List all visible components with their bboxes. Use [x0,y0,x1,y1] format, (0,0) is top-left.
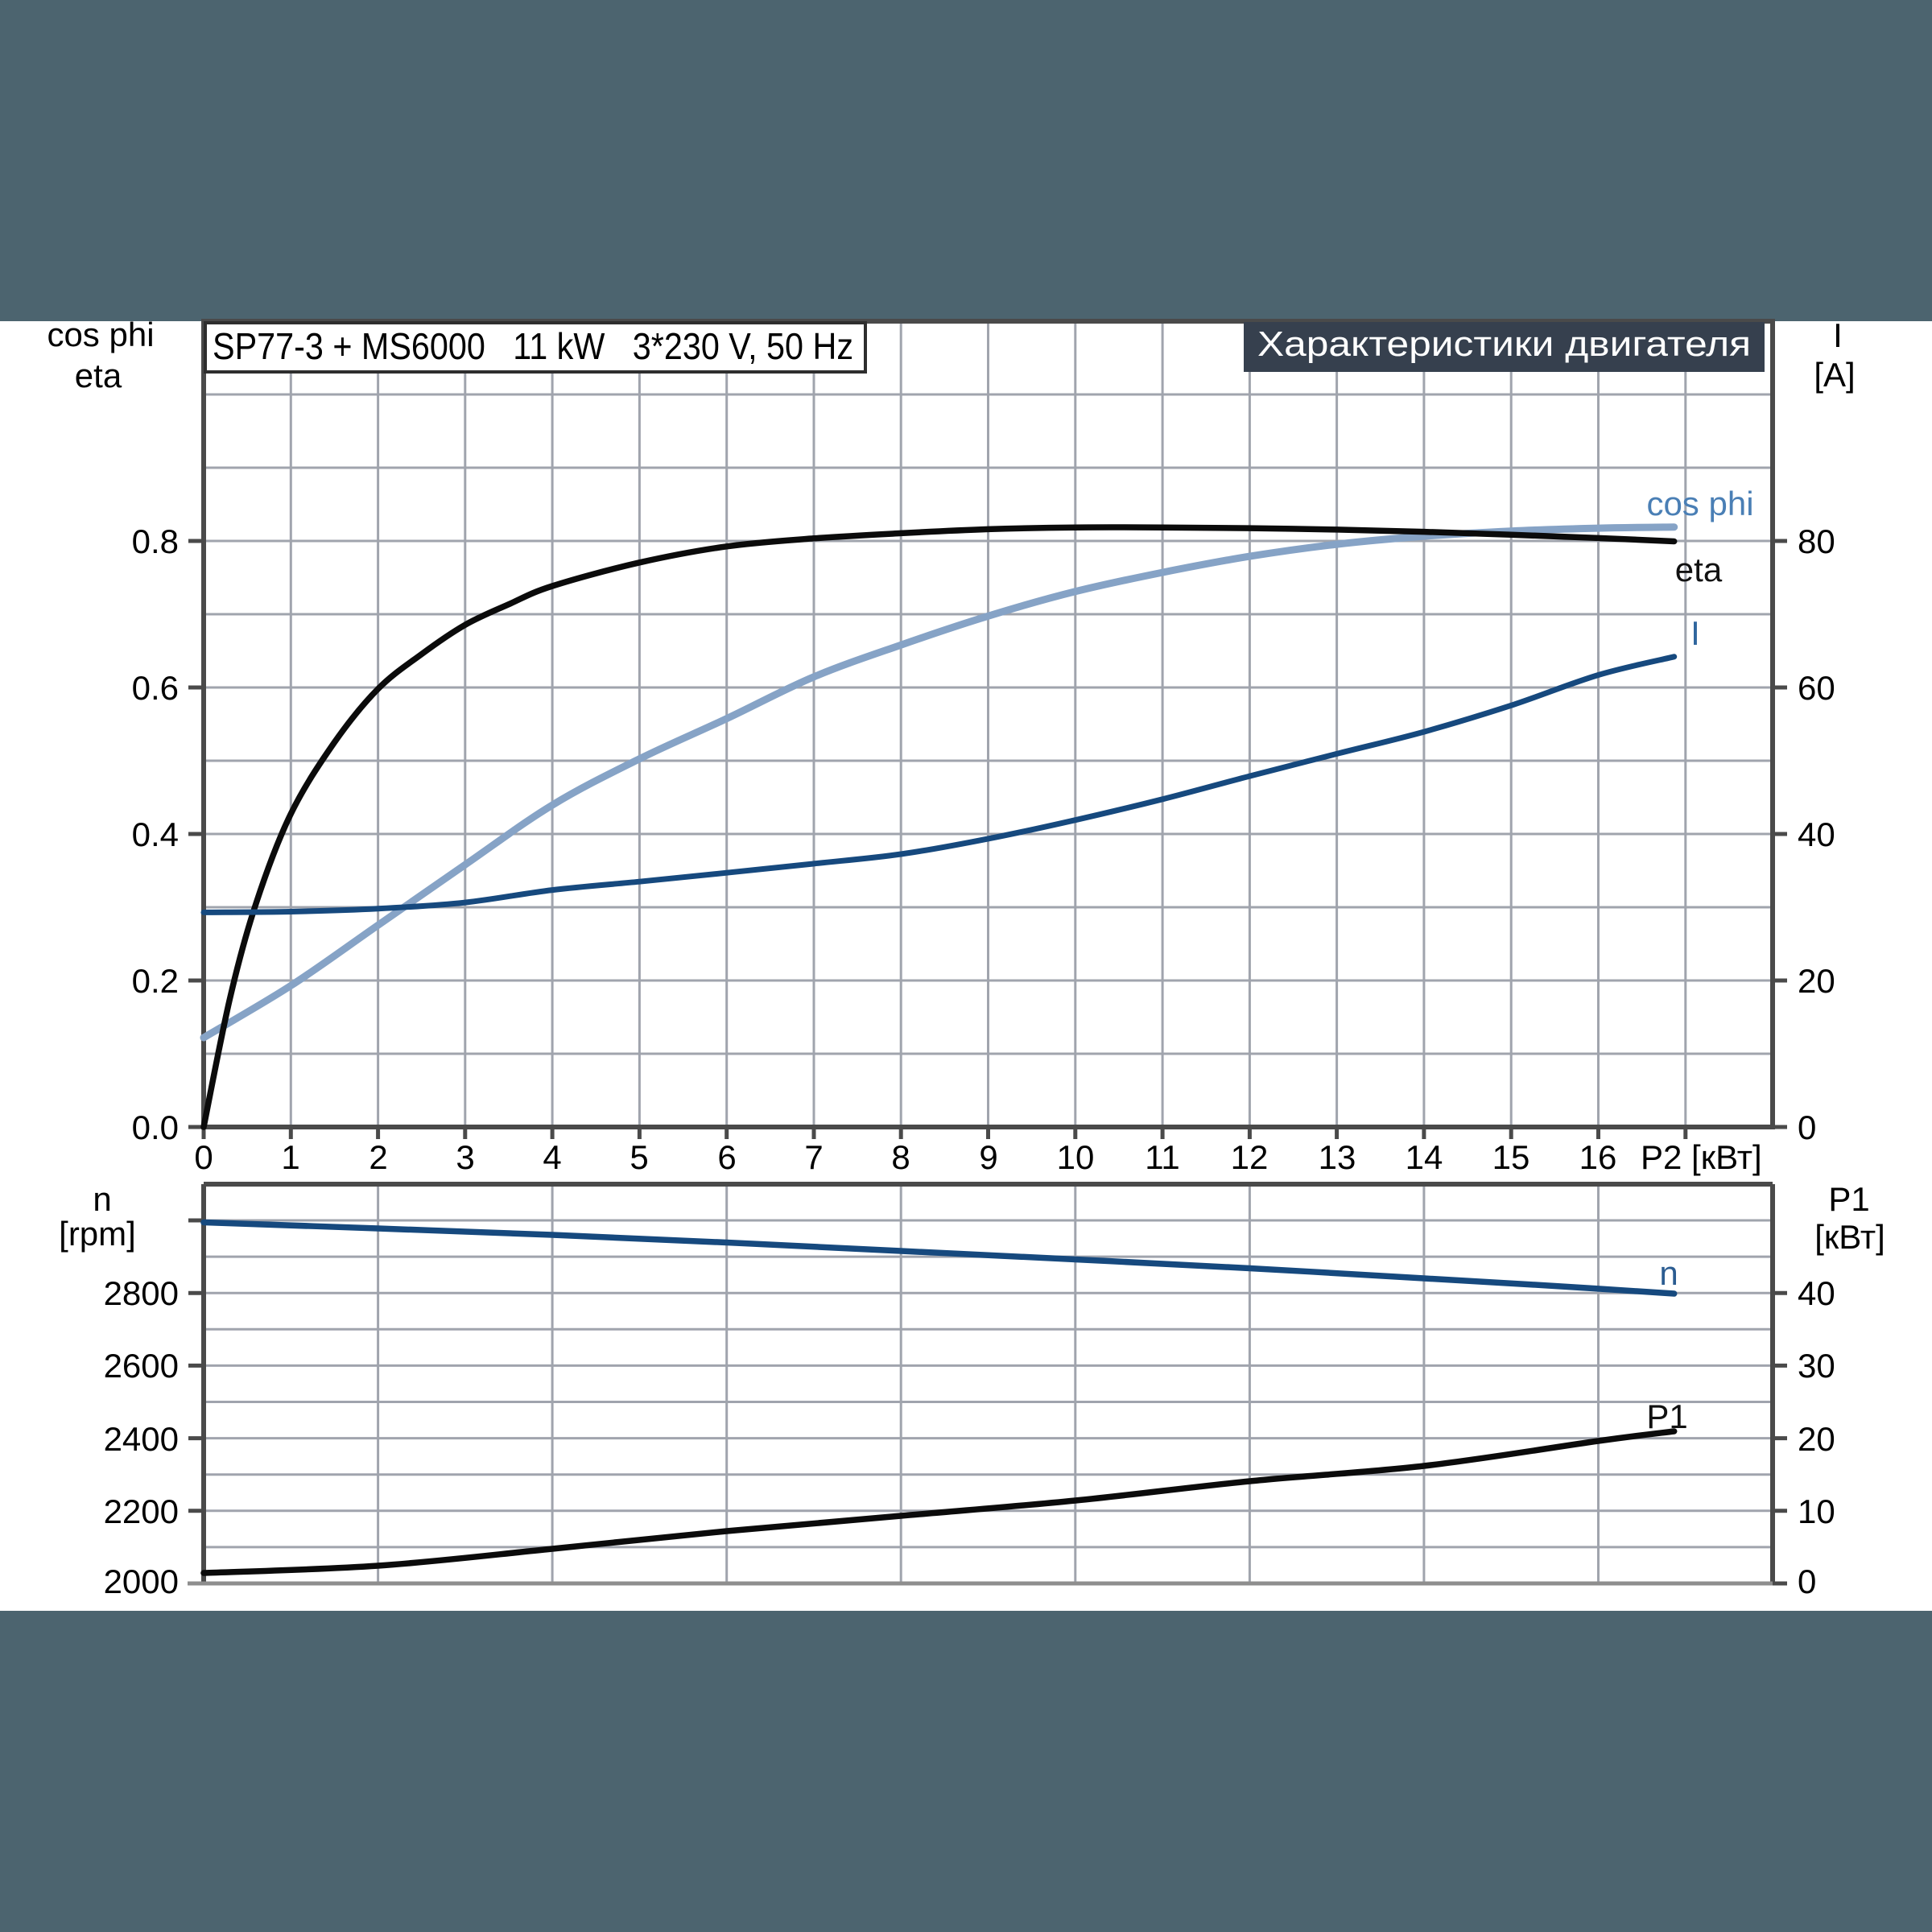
svg-text:10: 10 [1057,1138,1095,1176]
svg-text:0.4: 0.4 [132,815,179,853]
svg-text:0: 0 [1798,1563,1816,1600]
svg-text:80: 80 [1798,522,1835,560]
svg-text:cos phi: cos phi [47,316,154,353]
svg-text:SP77-3 + MS6000 11 kW 3*23: SP77-3 + MS6000 11 kW 3*230 V, 50 Hz [213,325,853,367]
svg-text:60: 60 [1798,669,1835,707]
svg-text:0.2: 0.2 [132,962,179,1000]
svg-text:13: 13 [1319,1138,1356,1176]
svg-text:0: 0 [1798,1108,1816,1146]
svg-text:2600: 2600 [104,1347,179,1385]
svg-text:2800: 2800 [104,1274,179,1312]
svg-text:40: 40 [1798,1274,1835,1312]
svg-text:40: 40 [1798,815,1835,853]
svg-text:20: 20 [1798,1420,1835,1458]
svg-text:P1: P1 [1646,1397,1687,1435]
svg-text:11: 11 [1145,1138,1180,1176]
svg-text:30: 30 [1798,1347,1835,1385]
svg-text:5: 5 [630,1138,648,1176]
svg-text:8: 8 [891,1138,910,1176]
svg-text:n: n [93,1180,111,1218]
svg-text:10: 10 [1798,1492,1835,1530]
svg-text:20: 20 [1798,962,1835,1000]
svg-text:[A]: [A] [1814,356,1855,394]
svg-text:2200: 2200 [104,1492,179,1530]
svg-text:16: 16 [1579,1138,1617,1176]
svg-text:I: I [1833,316,1843,354]
svg-text:7: 7 [804,1138,823,1176]
svg-text:2: 2 [369,1138,387,1176]
svg-text:0.8: 0.8 [132,522,179,560]
svg-text:1: 1 [281,1138,299,1176]
svg-text:eta: eta [1675,551,1723,588]
svg-text:15: 15 [1492,1138,1530,1176]
svg-text:2400: 2400 [104,1420,179,1458]
svg-text:I: I [1690,614,1700,652]
svg-text:P1: P1 [1828,1180,1869,1218]
svg-text:2000: 2000 [104,1563,179,1600]
svg-text:n: n [1659,1254,1678,1292]
svg-text:0.0: 0.0 [132,1108,179,1146]
svg-text:[rpm]: [rpm] [59,1215,136,1253]
svg-text:cos phi: cos phi [1646,485,1753,522]
svg-text:0.6: 0.6 [132,669,179,707]
svg-text:P2 [кВт]: P2 [кВт] [1641,1138,1762,1176]
svg-text:9: 9 [979,1138,997,1176]
svg-text:[кВт]: [кВт] [1814,1218,1885,1256]
svg-text:6: 6 [717,1138,736,1176]
svg-text:4: 4 [543,1138,561,1176]
svg-text:Характеристики двигателя: Характеристики двигателя [1257,324,1751,364]
svg-text:0: 0 [194,1138,213,1176]
svg-text:3: 3 [456,1138,474,1176]
svg-text:eta: eta [75,357,122,394]
svg-text:12: 12 [1231,1138,1269,1176]
svg-text:14: 14 [1406,1138,1443,1176]
